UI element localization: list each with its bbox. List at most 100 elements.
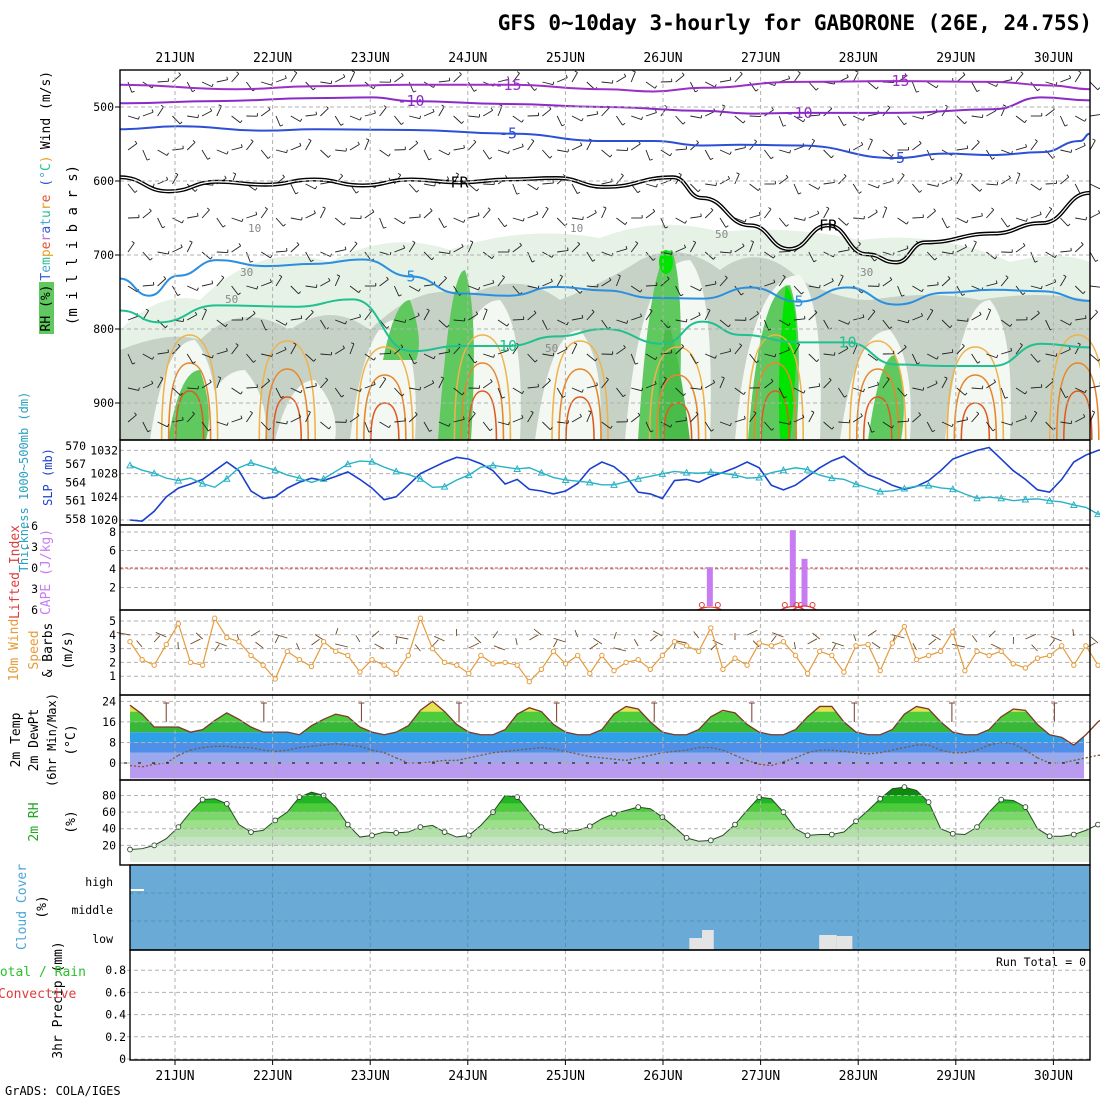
wind-barb-flag — [962, 72, 966, 75]
wind-barb — [542, 149, 551, 159]
wind-barb-flag — [992, 428, 996, 432]
ylabel-temp-c: (6hr Min/Max) — [45, 693, 59, 787]
wind-barb — [453, 147, 465, 151]
wind-barb — [867, 311, 876, 321]
wind-barb — [320, 149, 329, 158]
surface-wind-barb — [374, 643, 385, 650]
thickness-marker — [440, 482, 449, 490]
wind-barb — [764, 149, 772, 160]
wind-barb — [379, 279, 389, 287]
wind-barb — [927, 111, 938, 117]
warm-isotherm — [1056, 362, 1100, 441]
wind-barb-flag — [979, 188, 983, 192]
wind-barb — [986, 421, 994, 432]
wind-barb-flag — [206, 207, 210, 211]
wind-speed-marker — [659, 652, 666, 659]
surface-wind-barb — [395, 636, 409, 640]
wind-barb-flag — [840, 274, 844, 277]
li-tick-label: 3 — [31, 582, 38, 596]
wind-barb-flag — [626, 320, 629, 324]
wind-barb — [823, 149, 832, 159]
wind-barb-flag — [663, 376, 667, 379]
wind-barb-flag — [178, 72, 182, 76]
wind-barb-flag — [232, 172, 236, 175]
wind-barb — [172, 387, 181, 396]
date-label-bottom: 28JUN — [839, 1069, 878, 1084]
wind-barb-flag — [1055, 353, 1058, 357]
ylabel-rh2m-b: (%) — [64, 810, 79, 833]
wind-barb — [705, 353, 716, 359]
wind-barb — [305, 183, 316, 190]
wind-barb — [971, 353, 978, 364]
wind-barb-flag — [550, 278, 553, 282]
wind-barb — [1089, 81, 1099, 91]
wind-barb-flag — [1054, 254, 1057, 258]
date-label-top: 29JUN — [936, 51, 975, 66]
wind-barb-flag — [344, 246, 347, 250]
wind-barb-flag — [1033, 410, 1038, 414]
wind-barb-flag — [521, 414, 524, 419]
wind-barb — [645, 251, 654, 261]
warm-isotherm — [363, 374, 407, 441]
wind-barb — [305, 311, 314, 321]
wind-barb — [1074, 72, 1082, 83]
wind-barb — [275, 115, 281, 127]
wind-barb — [423, 284, 435, 287]
isotherm-label: 5 — [794, 293, 803, 311]
rh-band — [130, 845, 1090, 862]
wind-barb-flag — [655, 109, 657, 113]
surface-wind-barb — [772, 632, 784, 638]
wind-barb-flag — [373, 357, 376, 361]
wind-barb — [660, 149, 671, 157]
wind-barb-flag — [373, 381, 376, 385]
rh-marker — [998, 796, 1005, 803]
wind-barb — [275, 77, 287, 83]
wind-barb — [1045, 208, 1053, 219]
cape-tick-label: 2 — [109, 581, 116, 595]
wind-barb — [1089, 385, 1100, 389]
wind-barb-flag — [966, 416, 968, 420]
wind-barb — [749, 183, 759, 191]
warm-isotherm — [356, 346, 414, 441]
wind-barb — [438, 80, 450, 83]
thickness-marker — [1069, 500, 1078, 508]
wind-barb — [793, 318, 805, 321]
wind-barb-flag — [250, 139, 254, 142]
wind-barb-flag — [565, 74, 568, 78]
wind-barb — [542, 281, 553, 287]
thickness-tick-label: 564 — [65, 475, 86, 489]
wind-barb — [379, 217, 384, 229]
thickness-marker — [731, 471, 739, 479]
wind-barb-flag — [683, 244, 687, 248]
ylabel-precip-convective: Convective — [0, 987, 76, 1002]
wind-barb — [749, 115, 761, 118]
wind-barb — [320, 280, 331, 287]
wind-barb-flag — [848, 321, 851, 325]
wind-barb-flag — [744, 218, 747, 223]
wind-barb-flag — [415, 140, 419, 144]
wind-barb — [379, 421, 390, 429]
thickness-marker — [779, 466, 788, 474]
wind-barb-flag — [681, 72, 685, 76]
wind-barb — [675, 285, 681, 297]
wind-barb-flag — [964, 121, 967, 125]
wind-barb-flag — [725, 225, 729, 228]
thickness-marker — [392, 467, 401, 475]
surface-wind-barb — [1090, 636, 1099, 644]
wind-barb — [542, 108, 552, 117]
thickness-marker — [1045, 496, 1054, 504]
wind-barb — [927, 382, 938, 389]
wind-barb — [719, 79, 731, 83]
wind-speed-marker — [272, 676, 278, 682]
wind-barb-flag — [501, 396, 506, 399]
wind-barb — [349, 387, 361, 392]
wind-barb — [512, 387, 523, 395]
rh-marker — [901, 784, 908, 790]
wind-barb-flag — [1009, 323, 1013, 327]
wind-barb-flag — [507, 76, 510, 80]
wind-barb-flag — [1083, 142, 1086, 146]
wind-barb-flag — [787, 346, 790, 351]
rh-band — [130, 812, 1090, 821]
wind-barb — [216, 217, 224, 228]
